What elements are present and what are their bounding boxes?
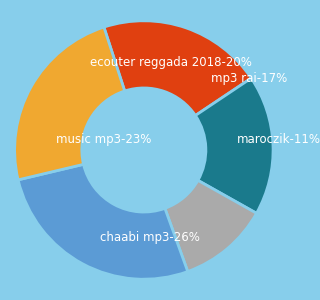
Wedge shape <box>165 180 257 272</box>
Text: ecouter reggada 2018-20%: ecouter reggada 2018-20% <box>90 56 252 69</box>
Wedge shape <box>104 21 251 116</box>
Text: chaabi mp3-26%: chaabi mp3-26% <box>100 231 200 244</box>
Wedge shape <box>15 27 125 180</box>
Wedge shape <box>196 78 273 213</box>
Text: mp3 rai-17%: mp3 rai-17% <box>211 72 287 86</box>
Wedge shape <box>18 164 188 279</box>
Text: maroczik-11%: maroczik-11% <box>237 133 320 146</box>
Text: music mp3-23%: music mp3-23% <box>56 133 151 146</box>
